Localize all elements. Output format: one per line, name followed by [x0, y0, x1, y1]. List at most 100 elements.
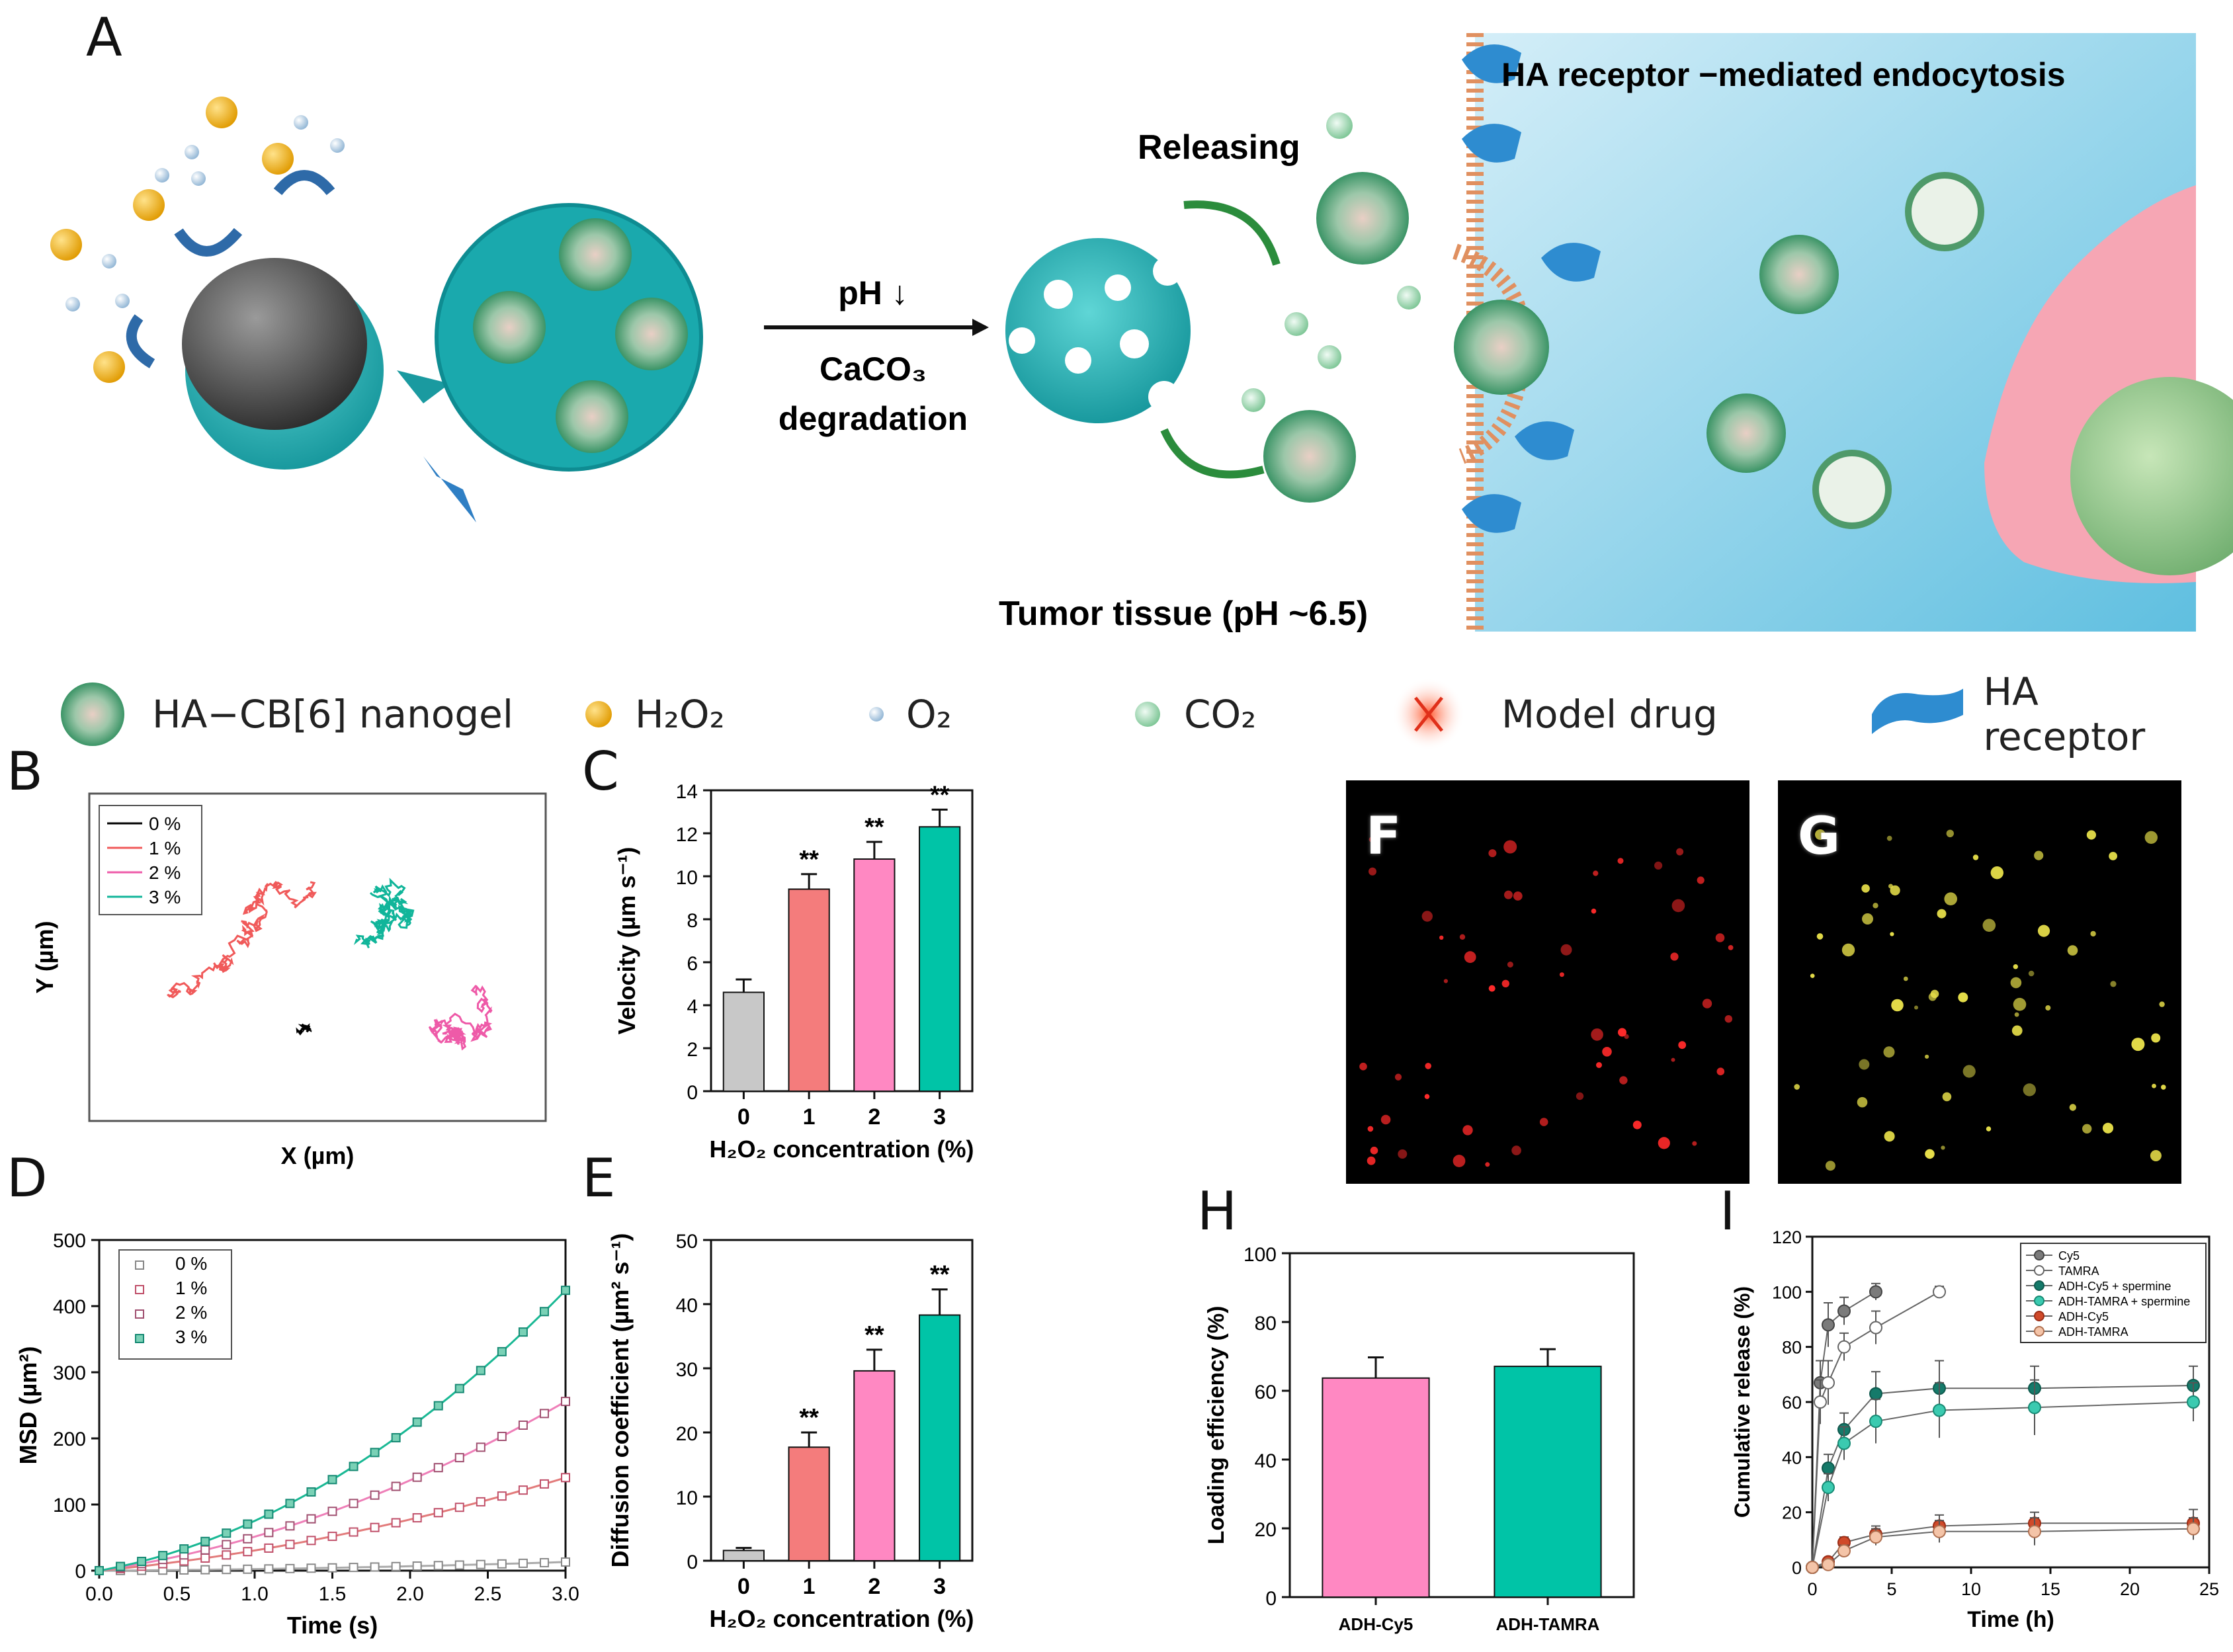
data-point [454, 1453, 464, 1463]
data-point [539, 1307, 549, 1317]
x-tick-label: 2 [868, 1104, 880, 1130]
particle-dot [1658, 1137, 1670, 1149]
particle-dot [1394, 1073, 1402, 1081]
endocytosis-text: HA receptor −mediated endocytosis [1501, 56, 2066, 93]
data-point [518, 1421, 528, 1430]
arrow-bottom-text-1: CaCO₃ [820, 351, 927, 388]
y-tick-label: 40 [1255, 1450, 1277, 1472]
legend-label: ADH-Cy5 [2058, 1310, 2109, 1323]
legend-label: 2 % [149, 862, 181, 883]
legend-box [2020, 1243, 2207, 1343]
legend-h2o2-label: H₂O₂ [635, 692, 725, 737]
x-axis-label: H₂O₂ concentration (%) [709, 1605, 974, 1632]
trajectory-2pct [428, 985, 493, 1051]
y-tick-label: 40 [1782, 1448, 1802, 1467]
arrow-bottom-text-2: degradation [779, 400, 968, 437]
particle-dot [2014, 1012, 2019, 1017]
trajectory-3pct [353, 878, 415, 948]
data-point [391, 1561, 401, 1571]
legend-drug-label: Model drug [1501, 692, 1718, 737]
data-point [561, 1397, 570, 1407]
y-tick-label: 20 [676, 1423, 698, 1445]
x-tick-label: ADH-Cy5 [1339, 1614, 1413, 1634]
significance-label: ** [799, 1404, 819, 1432]
legend-swatch [2034, 1280, 2044, 1291]
data-point [179, 1565, 189, 1575]
data-point [1814, 1395, 1827, 1409]
micrograph-g-dots [1794, 829, 2166, 1171]
particle-dot [1424, 1094, 1430, 1099]
particle-dot [1972, 854, 1979, 860]
data-point [539, 1409, 549, 1419]
data-point [285, 1521, 295, 1531]
legend-label: ADH-TAMRA + spermine [2058, 1295, 2190, 1308]
data-point [200, 1565, 210, 1575]
data-point [285, 1540, 295, 1549]
data-point [412, 1513, 422, 1523]
legend-swatch [2034, 1326, 2044, 1337]
data-point [222, 1565, 232, 1575]
data-point [222, 1540, 232, 1549]
particle-dot [1380, 1114, 1391, 1125]
particle-dot [1369, 837, 1374, 843]
data-point [1822, 1462, 1835, 1475]
data-point [476, 1497, 485, 1507]
panel-label-h: H [1197, 1180, 1238, 1242]
particle-dot [1539, 1118, 1548, 1126]
bar [788, 1446, 830, 1561]
chart-i-release: 0 20 40 60 80 100 120 0 5 10 15 20 25 Cy5 TAMRA ADH-Cy5… [1730, 1227, 2219, 1632]
data-point [243, 1519, 253, 1529]
panel-label-i: I [1720, 1180, 1736, 1242]
y-tick-label: 0 [75, 1561, 86, 1583]
particle-dot [1724, 1015, 1732, 1023]
data-point [327, 1532, 337, 1542]
particle-dot [1370, 1146, 1378, 1155]
data-point [306, 1487, 316, 1497]
bar [1494, 1366, 1602, 1598]
data-point [1806, 1561, 1819, 1574]
data-point [327, 1475, 337, 1485]
data-point [2187, 1395, 2200, 1409]
y-axis-label: Velocity (µm s⁻¹) [613, 847, 640, 1035]
particle-dot [1632, 1120, 1642, 1130]
data-point [158, 1551, 168, 1561]
data-point [1933, 1403, 1946, 1417]
particle-dot [1873, 903, 1878, 909]
x-tick-label: 3.0 [552, 1583, 579, 1605]
data-point [137, 1557, 147, 1567]
data-point [518, 1327, 528, 1337]
data-point [243, 1564, 253, 1574]
x-axis-label: H₂O₂ concentration (%) [709, 1136, 974, 1163]
data-point [1869, 1387, 1882, 1401]
particle-dot [1715, 933, 1725, 942]
data-point [412, 1417, 422, 1427]
data-point [412, 1561, 422, 1571]
particle-dot [1619, 1076, 1628, 1085]
particle-dot [1367, 1126, 1374, 1132]
legend-label: 1 % [149, 838, 181, 858]
data-point [285, 1563, 295, 1573]
data-point [1837, 1544, 1851, 1557]
particle-dot [1559, 972, 1564, 977]
legend-label: ADH-Cy5 + spermine [2058, 1280, 2171, 1293]
significance-label: ** [864, 813, 884, 841]
particle-dot [1884, 1131, 1895, 1142]
particle-dot [2110, 981, 2117, 987]
particle-dot [1359, 1062, 1367, 1071]
y-tick-label: 60 [1255, 1382, 1277, 1403]
particle-dot [1459, 934, 1466, 940]
particle-dot [2109, 852, 2117, 860]
plot-frame [1288, 1252, 1635, 1598]
nanogel-icon [61, 682, 124, 746]
data-point [327, 1507, 337, 1516]
y-tick-label: 300 [53, 1362, 86, 1384]
data-point [222, 1550, 232, 1560]
x-axis-label: Time (h) [1967, 1607, 2054, 1632]
legend-label: Cy5 [2058, 1249, 2080, 1262]
x-tick-label: 2.5 [474, 1583, 502, 1605]
panel-label-f: F [1366, 807, 1402, 866]
particle-dot [1890, 932, 1894, 936]
h2o2-icon [585, 701, 612, 727]
particle-dot [2045, 1005, 2051, 1011]
particle-dot [1511, 1145, 1521, 1155]
